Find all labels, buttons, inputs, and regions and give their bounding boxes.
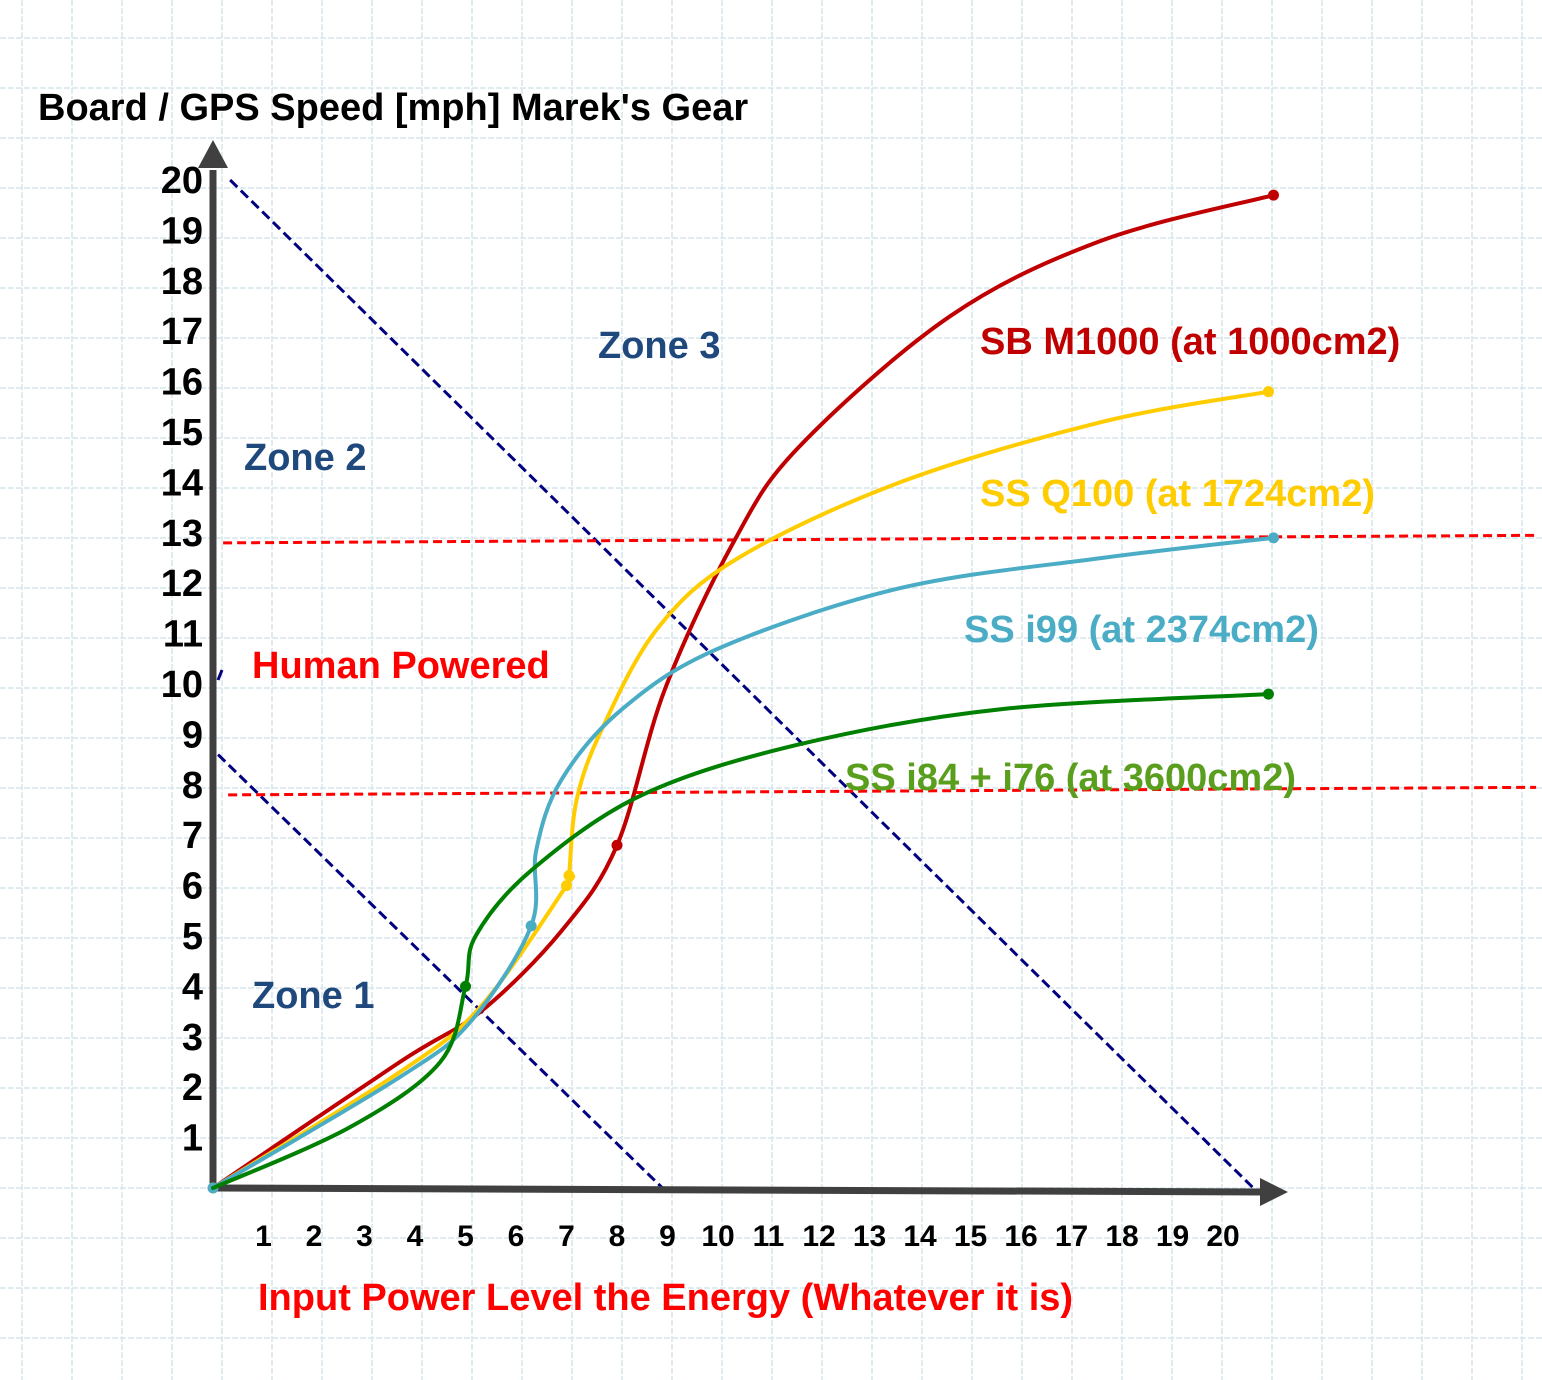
annotation-zone-3: Zone 3 [598,325,720,367]
series-label-ss-i99: SS i99 (at 2374cm2) [964,609,1319,651]
x-axis-line [212,1184,1263,1196]
y-tick-label: 18 [161,261,203,303]
y-tick-label: 3 [182,1017,203,1059]
y-tick-label: 7 [182,815,203,857]
chart-title: Board / GPS Speed [mph] Marek's Gear [38,87,748,129]
y-tick-label: 19 [161,210,203,252]
x-tick-label: 3 [356,1220,373,1253]
series-marker-3 [460,980,471,992]
y-tick-label: 14 [161,462,203,504]
zone-boundary-mark [216,669,224,681]
series-marker-1 [1262,386,1274,398]
x-tick-label: 20 [1206,1220,1239,1253]
x-tick-label: 10 [701,1220,734,1253]
reference-lines [216,178,1537,1190]
x-tick-label: 4 [407,1220,424,1253]
y-tick-label: 1 [182,1118,203,1160]
x-axis-arrow [1260,1178,1288,1206]
annotation-zone-1: Zone 1 [252,975,374,1017]
annotation-zone-2: Zone 2 [244,437,366,479]
x-tick-label: 11 [753,1220,785,1253]
zone-boundary-line [217,753,664,1190]
series-marker-0 [1268,189,1279,201]
series-marker-2 [1268,532,1279,544]
series-label-sb-m1000: SB M1000 (at 1000cm2) [980,321,1400,363]
series-marker-1 [561,880,572,892]
x-tick-label: 19 [1156,1220,1189,1253]
annotation-human-powered: Human Powered [252,645,550,687]
y-tick-label: 10 [161,664,203,706]
series-label-ss-i84-i76: SS i84 + i76 (at 3600cm2) [845,757,1296,799]
threshold-line [223,533,1537,545]
series-marker-1 [563,870,575,882]
series-marker-0 [611,839,623,851]
x-tick-label: 12 [802,1220,835,1253]
y-tick-label: 15 [161,412,203,454]
y-tick-label: 20 [161,160,203,202]
series-marker-3 [1262,688,1274,700]
series-marker-2 [525,920,537,932]
x-tick-label: 14 [903,1220,937,1253]
series-line-2 [211,535,1276,1190]
y-tick-label: 11 [163,614,203,656]
x-tick-label: 18 [1105,1220,1138,1253]
y-tick-label: 17 [161,311,203,353]
series-label-ss-q100: SS Q100 (at 1724cm2) [980,473,1375,515]
y-tick-label: 6 [182,866,203,908]
x-tick-label: 1 [255,1220,272,1253]
x-tick-label: 13 [853,1220,886,1253]
series-line-0 [211,193,1276,1190]
y-tick-label: 13 [161,513,203,555]
y-tick-label: 16 [161,362,203,404]
series-curves [207,189,1279,1194]
series-line-3 [211,692,1271,1190]
y-tick-label: 9 [182,714,203,756]
x-tick-label: 8 [609,1220,626,1253]
y-tick-label: 12 [161,563,203,605]
y-tick-label: 5 [182,916,203,958]
x-tick-label: 5 [457,1220,474,1253]
axes [198,140,1288,1206]
x-axis-label: Input Power Level the Energy (Whatever i… [258,1277,1073,1319]
y-tick-label: 2 [182,1067,203,1109]
x-tick-label: 6 [508,1220,525,1253]
x-tick-label: 16 [1004,1220,1037,1253]
y-tick-label: 4 [182,966,203,1008]
x-tick-label: 17 [1055,1220,1088,1253]
x-tick-label: 9 [659,1220,676,1253]
y-tick-label: 8 [182,765,203,807]
x-tick-label: 2 [306,1220,323,1253]
x-tick-label: 15 [954,1220,987,1253]
x-tick-label: 7 [558,1220,575,1253]
y-axis-arrow [198,140,228,168]
threshold-line [228,785,1537,797]
